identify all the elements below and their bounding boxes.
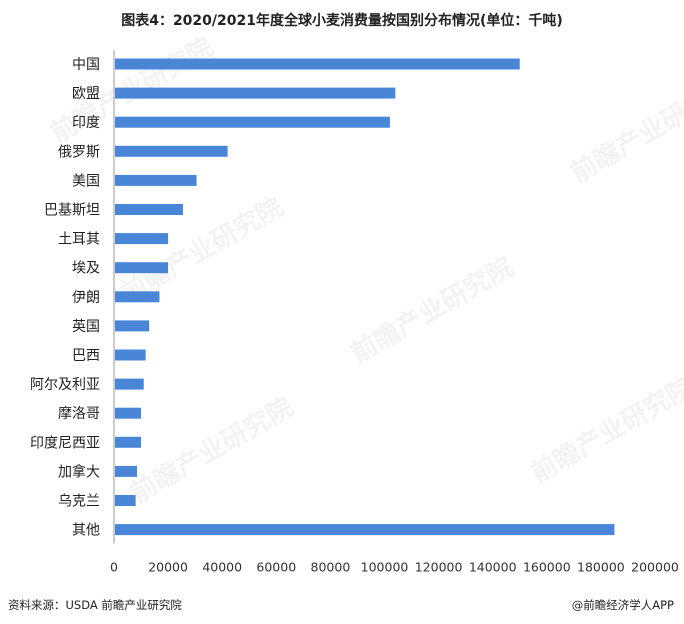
x-tick-label: 120000 <box>415 560 463 575</box>
category-label: 加拿大 <box>58 463 100 480</box>
bar <box>115 524 615 536</box>
category-label: 英国 <box>72 318 100 335</box>
bar <box>115 262 169 274</box>
bar <box>115 58 520 70</box>
bar <box>115 465 137 477</box>
bar <box>115 436 142 448</box>
category-label: 美国 <box>72 173 100 189</box>
bar-chart: 中国欧盟印度俄罗斯美国巴基斯坦土耳其埃及伊朗英国巴西阿尔及利亚摩洛哥印度尼西亚加… <box>30 50 679 575</box>
category-label: 伊朗 <box>72 290 100 306</box>
bar <box>115 145 228 157</box>
bar <box>115 378 144 390</box>
category-label: 俄罗斯 <box>58 144 100 160</box>
bar <box>115 174 197 186</box>
category-label: 土耳其 <box>58 232 100 248</box>
brand-note: @前瞻经济学人APP <box>571 598 674 612</box>
category-label: 印度 <box>72 115 100 131</box>
category-label: 摩洛哥 <box>58 405 100 422</box>
x-tick-label: 100000 <box>361 560 409 575</box>
x-tick-label: 180000 <box>577 560 625 575</box>
bar <box>115 320 150 332</box>
category-label: 欧盟 <box>72 86 100 102</box>
x-tick-label: 80000 <box>311 560 351 575</box>
x-tick-label: 200000 <box>631 560 679 575</box>
category-label: 埃及 <box>72 261 100 277</box>
category-label: 中国 <box>72 57 100 73</box>
bar <box>115 407 142 419</box>
category-label: 阿尔及利亚 <box>30 377 100 393</box>
category-label: 巴西 <box>72 348 100 364</box>
category-label: 其他 <box>72 523 100 539</box>
bar <box>115 204 183 215</box>
category-label: 印度尼西亚 <box>30 435 100 451</box>
x-tick-label: 60000 <box>256 560 296 575</box>
bar <box>115 495 136 506</box>
category-label: 巴基斯坦 <box>44 202 100 219</box>
x-tick-label: 0 <box>110 560 118 575</box>
x-tick-label: 140000 <box>469 560 517 575</box>
x-tick-label: 160000 <box>523 560 571 575</box>
source-note: 资料来源：USDA 前瞻产业研究院 <box>8 598 182 612</box>
bar <box>115 87 396 99</box>
bar <box>115 233 169 245</box>
chart-title: 图表4：2020/2021年度全球小麦消费量按国别分布情况(单位：千吨) <box>121 13 563 29</box>
bar <box>115 116 390 128</box>
bar <box>115 349 146 361</box>
x-tick-label: 20000 <box>148 560 188 575</box>
category-label: 乌克兰 <box>58 494 100 510</box>
x-tick-label: 40000 <box>202 560 242 575</box>
bar <box>115 291 160 303</box>
